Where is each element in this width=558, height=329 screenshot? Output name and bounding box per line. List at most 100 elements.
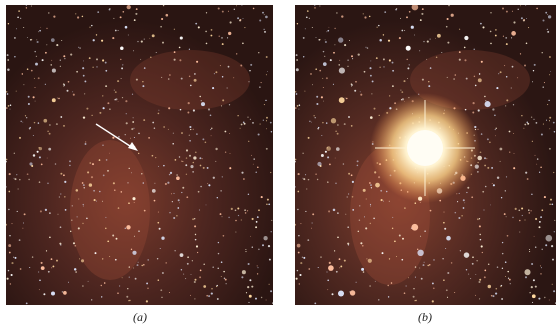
star: [144, 67, 146, 69]
star: [75, 13, 76, 14]
star: [389, 201, 390, 202]
star: [63, 291, 67, 295]
star: [481, 245, 483, 247]
star: [189, 126, 191, 128]
star: [173, 217, 175, 219]
star: [509, 152, 510, 153]
star: [177, 207, 179, 209]
panel-b: [294, 4, 557, 305]
star: [554, 131, 555, 132]
star: [532, 302, 533, 303]
star: [339, 267, 340, 268]
star: [174, 29, 175, 30]
star: [526, 18, 527, 19]
star: [152, 122, 154, 124]
star: [199, 210, 200, 211]
star: [266, 120, 267, 121]
star: [231, 208, 233, 210]
star: [9, 252, 11, 254]
star: [109, 9, 111, 11]
star: [521, 17, 523, 19]
star: [504, 65, 505, 66]
nebula: [130, 50, 250, 110]
star: [103, 175, 105, 177]
star: [485, 101, 491, 107]
star: [376, 57, 378, 59]
star: [77, 16, 79, 18]
star: [206, 12, 207, 13]
star: [303, 37, 305, 39]
star: [84, 93, 85, 94]
star: [303, 257, 305, 259]
star: [536, 164, 537, 165]
star: [334, 44, 335, 45]
star: [126, 225, 130, 229]
star: [105, 62, 107, 64]
star: [69, 165, 71, 167]
star: [303, 178, 305, 180]
star: [249, 295, 252, 298]
star: [91, 25, 92, 26]
star: [13, 257, 14, 258]
star: [297, 191, 299, 193]
star: [237, 207, 239, 209]
star: [477, 129, 478, 130]
star: [8, 23, 9, 24]
star: [340, 265, 342, 267]
star: [168, 78, 170, 80]
star: [296, 93, 298, 95]
star: [260, 124, 261, 125]
star: [240, 19, 242, 21]
star: [163, 5, 164, 6]
star: [203, 285, 206, 288]
star: [485, 186, 487, 188]
star: [117, 292, 119, 294]
star: [420, 19, 422, 21]
star: [8, 105, 10, 107]
star: [33, 135, 34, 136]
star: [220, 65, 221, 66]
star: [132, 197, 135, 200]
star: [504, 213, 506, 215]
star: [479, 225, 481, 227]
star: [83, 204, 84, 205]
star: [458, 217, 460, 219]
star: [172, 143, 174, 145]
star: [83, 60, 84, 61]
star: [142, 85, 144, 87]
star: [169, 174, 171, 176]
star: [316, 37, 317, 38]
star: [120, 59, 121, 60]
star: [511, 88, 512, 89]
star: [311, 122, 312, 123]
star: [94, 199, 96, 201]
star: [447, 77, 448, 78]
star: [357, 165, 359, 167]
star: [179, 47, 181, 49]
star: [26, 7, 27, 8]
star: [220, 190, 221, 191]
star: [543, 86, 544, 87]
star: [130, 138, 131, 139]
star: [49, 133, 51, 135]
star: [381, 199, 383, 201]
star: [16, 91, 17, 92]
star: [262, 244, 264, 246]
star: [86, 218, 87, 219]
star: [154, 200, 156, 202]
star: [294, 161, 296, 163]
star: [237, 17, 239, 19]
star: [211, 288, 213, 290]
star: [51, 64, 52, 65]
star: [392, 62, 394, 64]
star: [196, 245, 198, 247]
star: [354, 90, 356, 92]
star: [238, 215, 239, 216]
star: [445, 248, 446, 249]
star: [105, 217, 106, 218]
star: [102, 95, 103, 96]
star: [10, 109, 11, 110]
star: [121, 67, 123, 69]
star: [222, 99, 224, 101]
star: [325, 39, 326, 40]
